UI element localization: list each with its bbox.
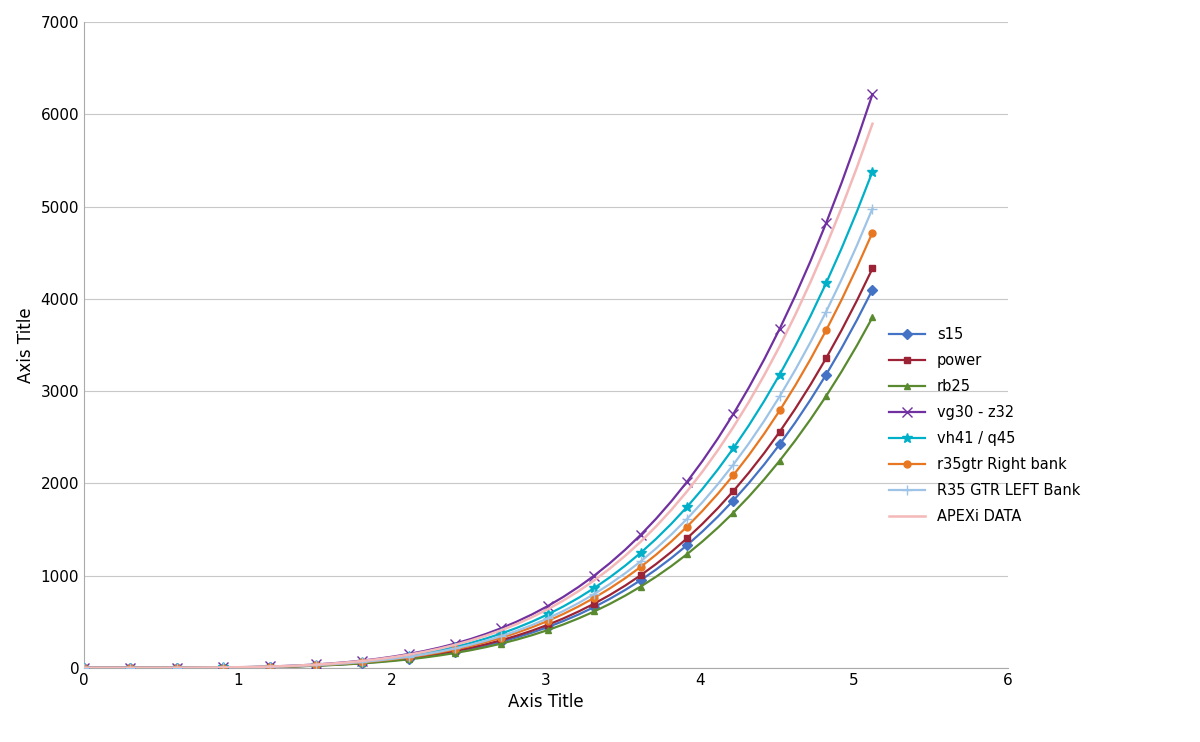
Line: vg30 - z32: vg30 - z32 — [79, 89, 877, 673]
APEXi DATA — [587, 576, 601, 585]
APEXi DATA — [355, 657, 370, 666]
R35 GTR LEFT Bank — [77, 663, 91, 672]
R35 GTR LEFT Bank — [587, 590, 601, 599]
vg30 - z32 — [448, 639, 462, 648]
r35gtr Right bank — [448, 645, 462, 654]
s15 — [865, 285, 880, 294]
rb25 — [587, 607, 601, 616]
s15 — [77, 663, 91, 672]
Line: APEXi DATA: APEXi DATA — [84, 124, 872, 668]
rb25 — [139, 663, 154, 672]
rb25 — [448, 649, 462, 657]
APEXi DATA — [139, 663, 154, 672]
s15 — [556, 617, 570, 626]
r35gtr Right bank — [355, 658, 370, 667]
Line: s15: s15 — [80, 286, 876, 672]
rb25 — [556, 620, 570, 629]
s15 — [587, 603, 601, 611]
vg30 - z32 — [556, 592, 570, 601]
s15 — [355, 659, 370, 668]
power — [355, 658, 370, 667]
power — [448, 646, 462, 655]
R35 GTR LEFT Bank — [804, 338, 818, 347]
power — [865, 264, 880, 273]
R35 GTR LEFT Bank — [355, 657, 370, 666]
vh41 / q45 — [139, 663, 154, 672]
vg30 - z32 — [865, 90, 880, 99]
X-axis label: Axis Title: Axis Title — [508, 693, 584, 712]
s15 — [448, 648, 462, 657]
vg30 - z32 — [355, 656, 370, 665]
vh41 / q45 — [556, 602, 570, 611]
power — [587, 600, 601, 608]
vh41 / q45 — [448, 643, 462, 651]
Line: R35 GTR LEFT Bank: R35 GTR LEFT Bank — [79, 204, 877, 673]
Line: r35gtr Right bank: r35gtr Right bank — [80, 229, 876, 672]
vg30 - z32 — [804, 256, 818, 265]
vg30 - z32 — [587, 571, 601, 580]
Legend: s15, power, rb25, vg30 - z32, vh41 / q45, r35gtr Right bank, R35 GTR LEFT Bank, : s15, power, rb25, vg30 - z32, vh41 / q45… — [881, 320, 1087, 531]
R35 GTR LEFT Bank — [556, 607, 570, 616]
vh41 / q45 — [355, 657, 370, 666]
r35gtr Right bank — [804, 355, 818, 364]
r35gtr Right bank — [587, 594, 601, 603]
power — [556, 614, 570, 623]
r35gtr Right bank — [77, 663, 91, 672]
vg30 - z32 — [77, 663, 91, 672]
vh41 / q45 — [587, 584, 601, 593]
power — [139, 663, 154, 672]
APEXi DATA — [804, 278, 818, 286]
R35 GTR LEFT Bank — [448, 644, 462, 653]
R35 GTR LEFT Bank — [139, 663, 154, 672]
vh41 / q45 — [865, 167, 880, 176]
rb25 — [804, 415, 818, 424]
vh41 / q45 — [77, 663, 91, 672]
Line: power: power — [80, 265, 876, 672]
r35gtr Right bank — [865, 228, 880, 237]
vg30 - z32 — [139, 663, 154, 672]
APEXi DATA — [556, 596, 570, 605]
rb25 — [865, 313, 880, 322]
APEXi DATA — [77, 663, 91, 672]
s15 — [804, 395, 818, 404]
power — [804, 380, 818, 389]
APEXi DATA — [865, 119, 880, 128]
rb25 — [355, 659, 370, 668]
r35gtr Right bank — [556, 610, 570, 619]
r35gtr Right bank — [139, 663, 154, 672]
s15 — [139, 663, 154, 672]
rb25 — [77, 663, 91, 672]
R35 GTR LEFT Bank — [865, 204, 880, 213]
power — [77, 663, 91, 672]
Line: vh41 / q45: vh41 / q45 — [79, 167, 877, 673]
APEXi DATA — [448, 640, 462, 649]
Y-axis label: Axis Title: Axis Title — [17, 307, 35, 383]
Line: rb25: rb25 — [80, 314, 876, 672]
vh41 / q45 — [804, 312, 818, 321]
